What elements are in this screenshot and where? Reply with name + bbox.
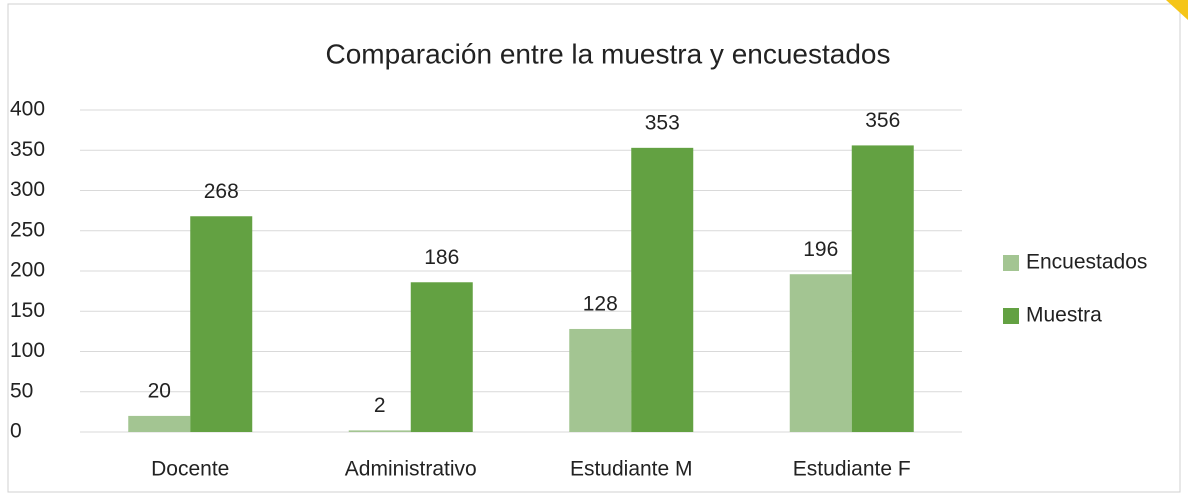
- data-label: 186: [424, 246, 459, 269]
- data-label: 2: [374, 394, 386, 417]
- corner-badge: [1166, 0, 1188, 20]
- bar: [348, 430, 411, 432]
- x-tick-label: Estudiante M: [570, 458, 693, 481]
- data-label: 353: [645, 111, 680, 134]
- data-label: 128: [583, 293, 618, 316]
- bar: [410, 282, 473, 432]
- y-tick-label: 100: [10, 339, 45, 362]
- y-tick-label: 150: [10, 299, 45, 322]
- y-tick-label: 50: [10, 379, 33, 402]
- bar: [128, 415, 191, 432]
- y-tick-label: 250: [10, 218, 45, 241]
- bar: [851, 145, 914, 433]
- y-tick-label: 200: [10, 259, 45, 282]
- y-tick-label: 0: [10, 420, 22, 443]
- bar: [631, 147, 694, 432]
- legend-label: Encuestados: [1026, 251, 1147, 274]
- bar: [569, 328, 632, 432]
- data-label: 196: [803, 238, 838, 261]
- bar: [190, 216, 253, 432]
- data-label: 20: [148, 379, 171, 402]
- legend-swatch: [1003, 255, 1019, 271]
- y-tick-label: 350: [10, 138, 45, 161]
- data-label: 268: [204, 180, 239, 203]
- data-label: 356: [865, 109, 900, 132]
- chart-title: Comparación entre la muestra y encuestad…: [326, 38, 891, 69]
- legend-swatch: [1003, 308, 1019, 324]
- x-tick-label: Administrativo: [345, 458, 477, 481]
- x-tick-label: Estudiante F: [793, 458, 911, 481]
- y-tick-label: 300: [10, 178, 45, 201]
- bar: [789, 274, 852, 432]
- legend-label: Muestra: [1026, 304, 1102, 327]
- y-tick-label: 400: [10, 98, 45, 121]
- x-tick-label: Docente: [151, 458, 229, 481]
